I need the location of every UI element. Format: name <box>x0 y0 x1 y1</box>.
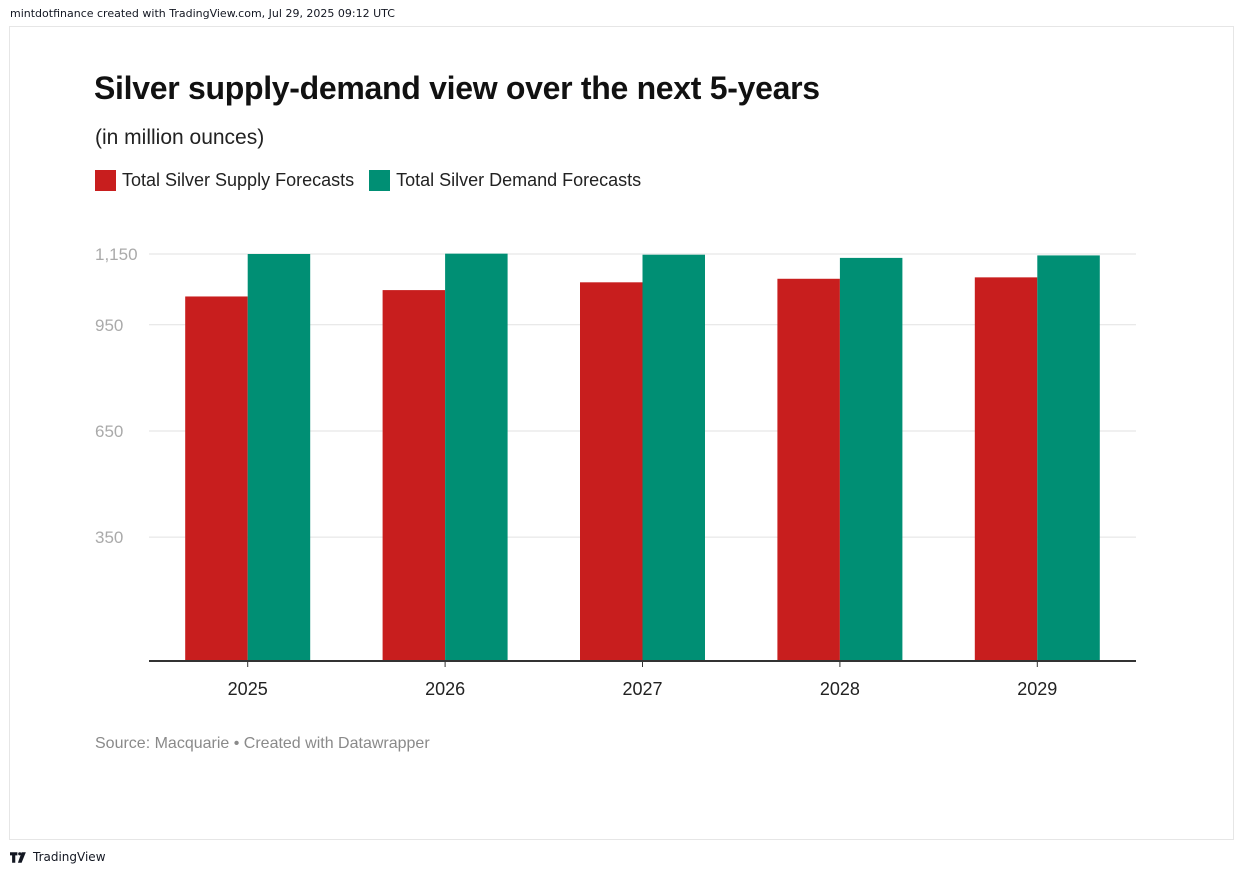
bar-supply-2027 <box>580 282 643 661</box>
bar-supply-2029 <box>974 277 1038 661</box>
footer-brand: TradingView <box>10 850 106 864</box>
bar-demand-2025 <box>247 254 311 661</box>
bar-demand-2027 <box>642 254 705 661</box>
x-tick-label: 2027 <box>622 679 662 699</box>
x-tick-label: 2029 <box>1017 679 1057 699</box>
y-tick-label: 950 <box>95 316 123 335</box>
chart-title: Silver supply-demand view over the next … <box>94 70 820 106</box>
x-tick-label: 2028 <box>820 679 860 699</box>
tradingview-logo-icon <box>10 851 26 863</box>
y-tick-label: 350 <box>95 528 123 547</box>
legend-label-supply: Total Silver Supply Forecasts <box>122 170 355 190</box>
bar-supply-2026 <box>382 290 446 661</box>
bar-supply-2025 <box>185 296 248 661</box>
bar-demand-2029 <box>1037 255 1100 661</box>
source-note: Source: Macquarie • Created with Datawra… <box>95 735 430 752</box>
legend-swatch-supply <box>95 170 116 191</box>
legend: Total Silver Supply Forecasts Total Silv… <box>95 170 656 191</box>
legend-swatch-demand <box>369 170 391 191</box>
bar-supply-2028 <box>777 278 840 661</box>
bar-demand-2028 <box>839 257 903 661</box>
y-tick-label: 650 <box>95 422 123 441</box>
legend-item-supply: Total Silver Supply Forecasts <box>95 170 354 191</box>
chart-subtitle: (in million ounces) <box>95 126 265 149</box>
x-tick-label: 2025 <box>228 679 268 699</box>
y-tick-label: 1,150 <box>95 245 138 264</box>
footer-brand-label: TradingView <box>33 850 106 864</box>
x-tick-label: 2026 <box>425 679 465 699</box>
attribution-text: mintdotfinance created with TradingView.… <box>10 7 395 20</box>
legend-label-demand: Total Silver Demand Forecasts <box>396 170 642 190</box>
legend-item-demand: Total Silver Demand Forecasts <box>369 170 641 191</box>
bar-demand-2026 <box>445 253 508 661</box>
